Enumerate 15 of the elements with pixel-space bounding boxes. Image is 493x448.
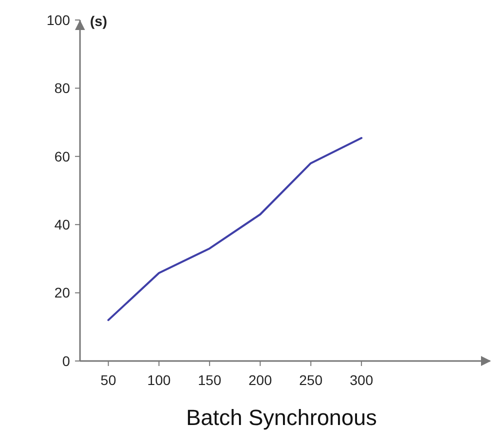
y-tick-label: 0: [62, 352, 70, 369]
y-tick-label: 80: [54, 80, 70, 96]
y-tick-label: 40: [54, 216, 70, 232]
x-tick-label: 300: [350, 372, 374, 388]
line-series: [107, 136, 362, 322]
x-tick-label: 200: [248, 372, 272, 388]
x-tick-label: 250: [299, 372, 323, 388]
x-axis-title: Batch Synchronous: [186, 405, 377, 430]
y-tick-label: 100: [46, 12, 70, 28]
y-tick-label: 60: [54, 148, 70, 164]
x-tick-label: 50: [100, 372, 116, 388]
x-tick-label: 100: [147, 372, 171, 388]
y-axis-title: (s): [90, 13, 108, 29]
y-tick-label: 20: [54, 284, 70, 301]
x-tick-label: 150: [198, 372, 222, 388]
